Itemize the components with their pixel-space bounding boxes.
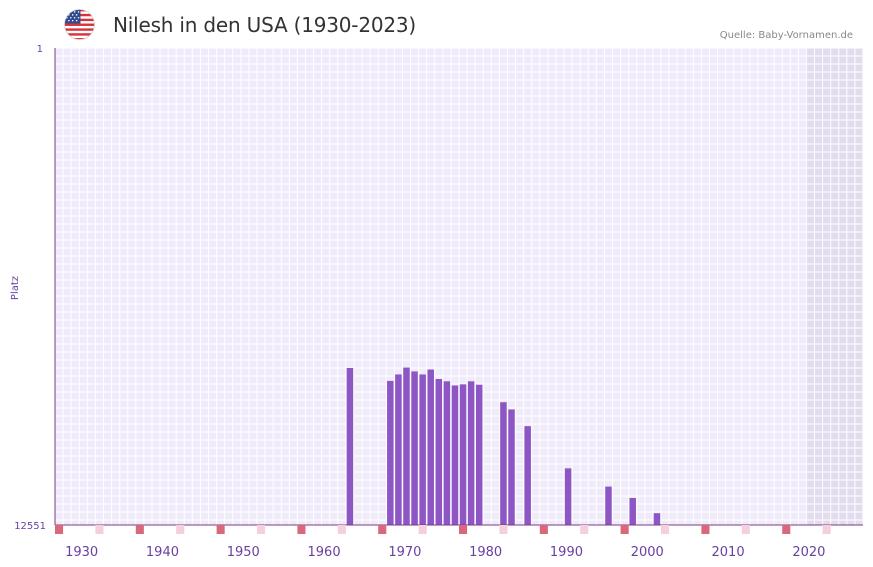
bar-2003: [653, 513, 661, 525]
x-tick-labels: 1930 1940 1950 1960 1970 1980 1990 2000 2010 2020: [65, 545, 825, 560]
mid-decade-marker: [661, 525, 670, 534]
bar-1972: [403, 367, 410, 525]
header: Nilesh in den USA (1930-2023) Quelle: Ba…: [0, 0, 873, 48]
decade-marker: [378, 525, 387, 534]
bar-1965: [346, 367, 354, 525]
bar-1985: [508, 409, 515, 525]
bar-1973: [411, 371, 418, 525]
decade-marker: [135, 525, 144, 534]
grid-background: [54, 47, 864, 525]
mid-decade-marker: [741, 525, 750, 534]
y-tick-label-top: 1: [37, 44, 43, 55]
bar-1974: [419, 374, 426, 525]
mid-decade-marker: [257, 525, 266, 534]
bar-series: [346, 367, 661, 525]
bar-1971: [395, 374, 402, 525]
x-tick-label-2000: 2000: [631, 545, 664, 560]
bar-1992: [564, 468, 572, 525]
bar-1975: [427, 369, 434, 525]
x-tick-label-1950: 1950: [227, 545, 260, 560]
x-tick-label-1990: 1990: [550, 545, 583, 560]
x-axis-markers: [55, 525, 831, 534]
decade-marker: [701, 525, 710, 534]
decade-marker: [539, 525, 548, 534]
mid-decade-marker: [95, 525, 104, 534]
mid-decade-marker: [822, 525, 831, 534]
x-tick-label-2010: 2010: [712, 545, 745, 560]
bar-1970: [387, 380, 394, 525]
mid-decade-marker: [337, 525, 346, 534]
y-axis-labels: 1 12551 Platz: [10, 44, 46, 532]
y-axis-title: Platz: [10, 276, 21, 300]
bar-1980: [467, 381, 475, 525]
decade-marker: [55, 525, 64, 534]
mid-decade-marker: [499, 525, 508, 534]
us-flag-icon: [64, 9, 95, 40]
bar-1977: [443, 381, 451, 525]
x-tick-label-1930: 1930: [65, 545, 98, 560]
x-tick-label-2020: 2020: [792, 545, 825, 560]
mid-decade-marker: [176, 525, 185, 534]
bar-1984: [500, 402, 507, 525]
mid-decade-marker: [580, 525, 589, 534]
bar-1997: [605, 486, 612, 525]
bar-1981: [475, 384, 483, 525]
bar-1979: [459, 384, 467, 525]
decade-marker: [782, 525, 791, 534]
y-tick-label-bottom: 12551: [14, 521, 46, 532]
x-tick-label-1970: 1970: [388, 545, 421, 560]
bar-1976: [435, 379, 443, 525]
bar-1978: [451, 385, 459, 525]
source-credit: Quelle: Baby-Vornamen.de: [719, 30, 853, 41]
bar-1987: [524, 426, 531, 525]
decade-marker: [216, 525, 225, 534]
decade-marker: [620, 525, 629, 534]
mid-decade-marker: [418, 525, 427, 534]
x-tick-label-1980: 1980: [469, 545, 502, 560]
decade-marker: [297, 525, 306, 534]
x-tick-label-1960: 1960: [308, 545, 341, 560]
decade-marker: [459, 525, 468, 534]
bar-2000: [629, 497, 636, 525]
x-tick-label-1940: 1940: [146, 545, 179, 560]
chart-title: Nilesh in den USA (1930-2023): [113, 13, 417, 37]
